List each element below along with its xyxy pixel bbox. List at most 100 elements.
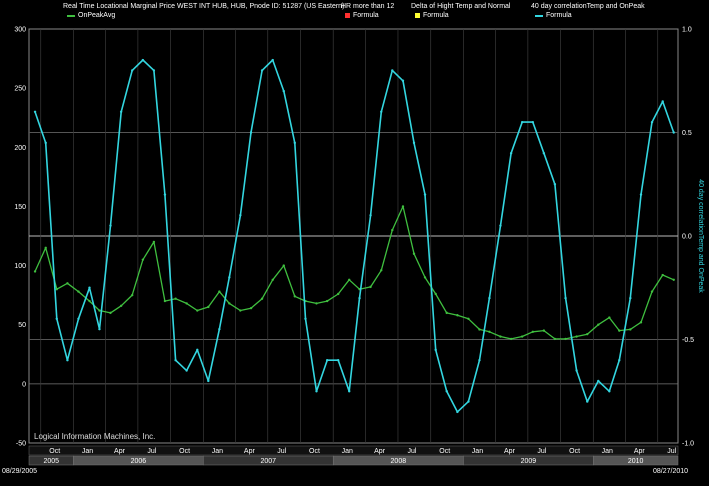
series-0-point xyxy=(66,282,69,285)
series-1-point xyxy=(337,359,340,362)
month-label: Oct xyxy=(49,448,60,455)
series-1-point xyxy=(348,390,351,393)
series-0-point xyxy=(391,228,394,232)
legend-delta-title: Delta of Hight Temp and Normal xyxy=(411,3,511,10)
series-1-point xyxy=(218,327,221,331)
legend-delta: Delta of Hight Temp and Normal Formula xyxy=(411,2,510,20)
series-1-point xyxy=(271,58,274,62)
month-label: Jul xyxy=(537,448,546,455)
series-0-point xyxy=(55,288,58,291)
series-1-point xyxy=(33,110,37,114)
series-0-point xyxy=(271,278,274,281)
month-band xyxy=(28,445,679,456)
month-label: Jul xyxy=(667,448,676,455)
series-0-point xyxy=(575,335,578,338)
start-date: 08/29/2005 xyxy=(2,468,38,475)
series-1-point xyxy=(478,359,481,362)
series-1-point xyxy=(88,286,91,289)
series-1-point xyxy=(44,141,47,145)
series-1-point xyxy=(304,317,307,320)
year-label: 2009 xyxy=(521,458,537,465)
right-tick-label: 0.0 xyxy=(682,234,692,241)
series-1-point xyxy=(358,296,361,300)
series-0-point xyxy=(260,297,264,300)
legend-hr-title: HR more than 12 xyxy=(341,3,395,10)
series-1-point xyxy=(109,224,112,227)
series-1-point xyxy=(608,390,611,393)
watermark: Logical Information Machines, Inc. xyxy=(34,432,156,441)
series-0-point xyxy=(478,328,481,331)
month-label: Apr xyxy=(634,448,646,455)
series-1-point xyxy=(77,317,80,320)
end-date: 08/27/2010 xyxy=(653,468,689,475)
series-0-point xyxy=(499,335,502,338)
series-1-point xyxy=(185,369,188,372)
month-label: Oct xyxy=(179,448,190,455)
year-cell xyxy=(593,455,679,466)
series-0-point xyxy=(672,278,675,281)
series-1-point xyxy=(260,69,264,72)
series-0-point xyxy=(401,205,405,208)
month-label: Oct xyxy=(309,448,320,455)
series-0-point xyxy=(467,317,470,320)
month-label: Apr xyxy=(114,448,126,455)
left-tick-label: 100 xyxy=(14,263,26,270)
series-0-point xyxy=(228,302,231,305)
series-1-point xyxy=(249,131,253,134)
left-tick-label: 200 xyxy=(14,145,26,152)
series-0-point xyxy=(618,329,621,332)
series-1-point xyxy=(174,359,177,362)
series-1-point xyxy=(325,359,329,362)
legend-hr-item: Formula xyxy=(353,12,379,19)
series-1-point xyxy=(401,79,405,82)
month-label: Apr xyxy=(244,448,256,455)
series-0-point xyxy=(661,273,664,277)
series-0-point xyxy=(130,293,134,297)
month-label: Apr xyxy=(374,448,386,455)
series-1-point xyxy=(575,369,578,372)
legend-corr-item: Formula xyxy=(546,12,572,19)
left-tick-label: 50 xyxy=(18,322,26,329)
series-1-point xyxy=(488,296,491,300)
series-0-point xyxy=(44,246,47,250)
series-0-point xyxy=(488,330,491,334)
series-line-1 xyxy=(34,59,675,413)
series-1-point xyxy=(98,327,101,331)
month-label: Jul xyxy=(407,448,416,455)
series-1-point xyxy=(661,100,664,103)
series-0-point xyxy=(109,311,112,315)
series-0-point xyxy=(639,321,643,324)
legend-corr-title: 40 day correlationTemp and OnPeak xyxy=(531,3,645,10)
series-1-point xyxy=(520,120,524,124)
series-1-point xyxy=(597,379,600,383)
series-0-point xyxy=(207,305,210,309)
series-0-point xyxy=(608,316,611,319)
series-0-point xyxy=(98,309,101,312)
month-label: Jan xyxy=(212,448,223,455)
series-1-point xyxy=(315,390,318,393)
series-1-point xyxy=(239,214,242,217)
left-tick-label: -50 xyxy=(16,441,26,448)
series-0-point xyxy=(315,302,318,305)
right-tick-label: 1.0 xyxy=(682,27,692,34)
series-1-point xyxy=(672,131,675,134)
series-0-point xyxy=(629,328,632,331)
left-tick-label: 250 xyxy=(14,86,26,93)
series-0-point xyxy=(423,276,427,279)
left-tick-label: 0 xyxy=(22,381,26,388)
series-0-point xyxy=(163,299,167,303)
legend-lmp-swatch xyxy=(67,14,75,17)
legend-corr: 40 day correlationTemp and OnPeak Formul… xyxy=(531,2,645,20)
series-0-point xyxy=(33,270,37,273)
series-1-point xyxy=(130,69,134,72)
series-0-point xyxy=(337,292,340,296)
month-label: Jan xyxy=(602,448,613,455)
month-label: Apr xyxy=(504,448,516,455)
series-1-point xyxy=(434,348,437,352)
series-0-point xyxy=(531,330,535,334)
series-0-point xyxy=(218,290,221,293)
month-label: Jul xyxy=(277,448,286,455)
series-0-point xyxy=(553,337,557,341)
series-0-point xyxy=(542,329,546,332)
